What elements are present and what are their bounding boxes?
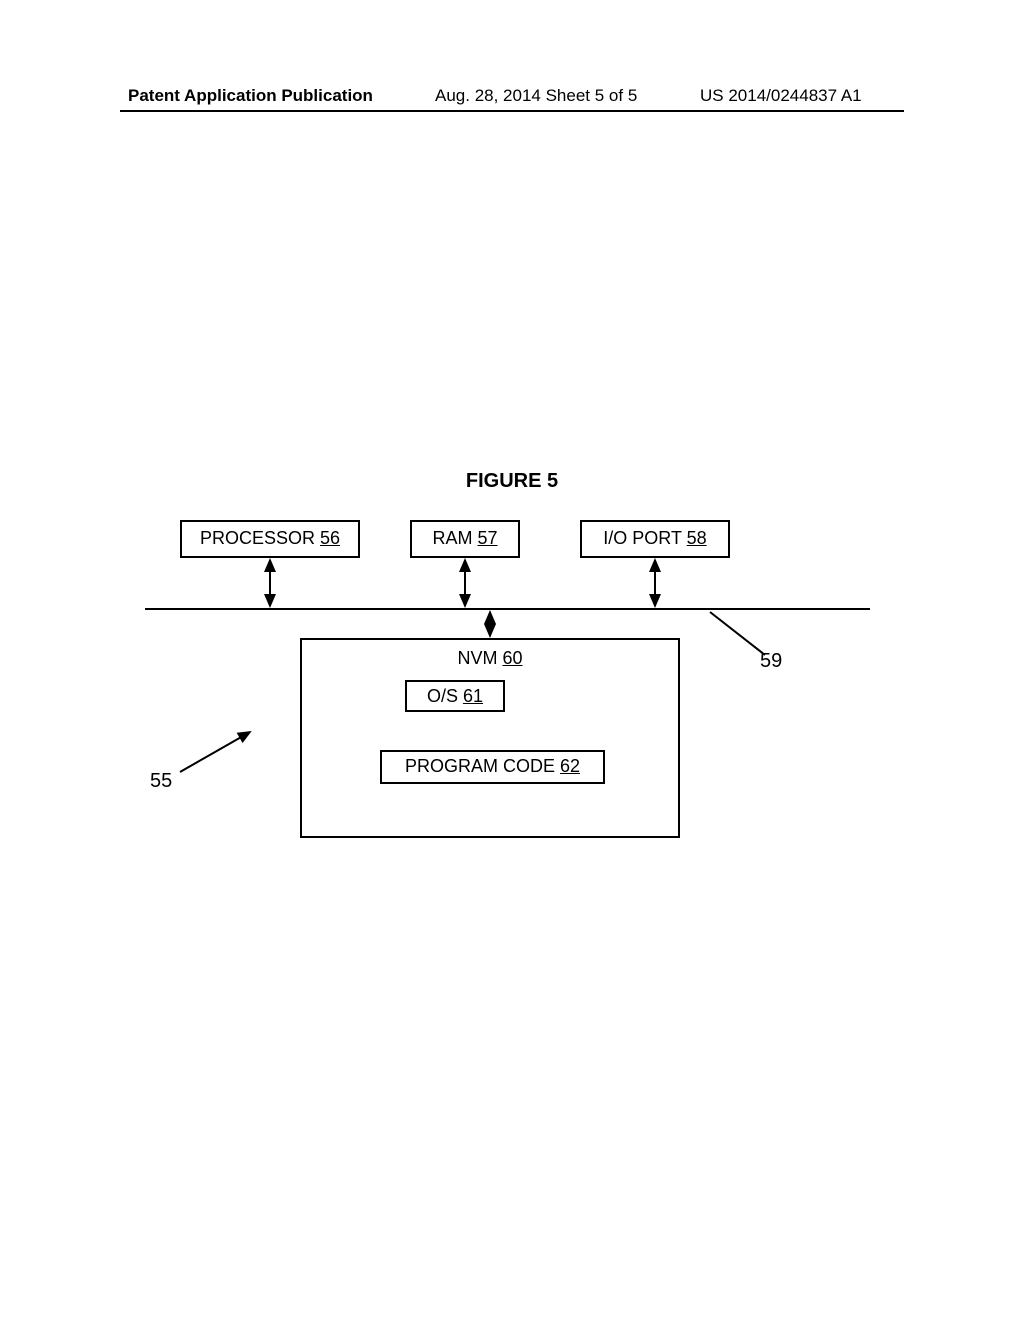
header-rule (120, 110, 904, 112)
header-right: US 2014/0244837 A1 (700, 86, 862, 106)
patent-page: Patent Application Publication Aug. 28, … (0, 0, 1024, 1320)
connector-arrows (130, 520, 900, 920)
header-left: Patent Application Publication (128, 86, 373, 106)
figure-5-diagram: PROCESSOR 56 RAM 57 I/O PORT 58 NVM 60 O… (130, 520, 900, 920)
figure-title: FIGURE 5 (0, 470, 1024, 493)
header-mid: Aug. 28, 2014 Sheet 5 of 5 (435, 86, 637, 106)
